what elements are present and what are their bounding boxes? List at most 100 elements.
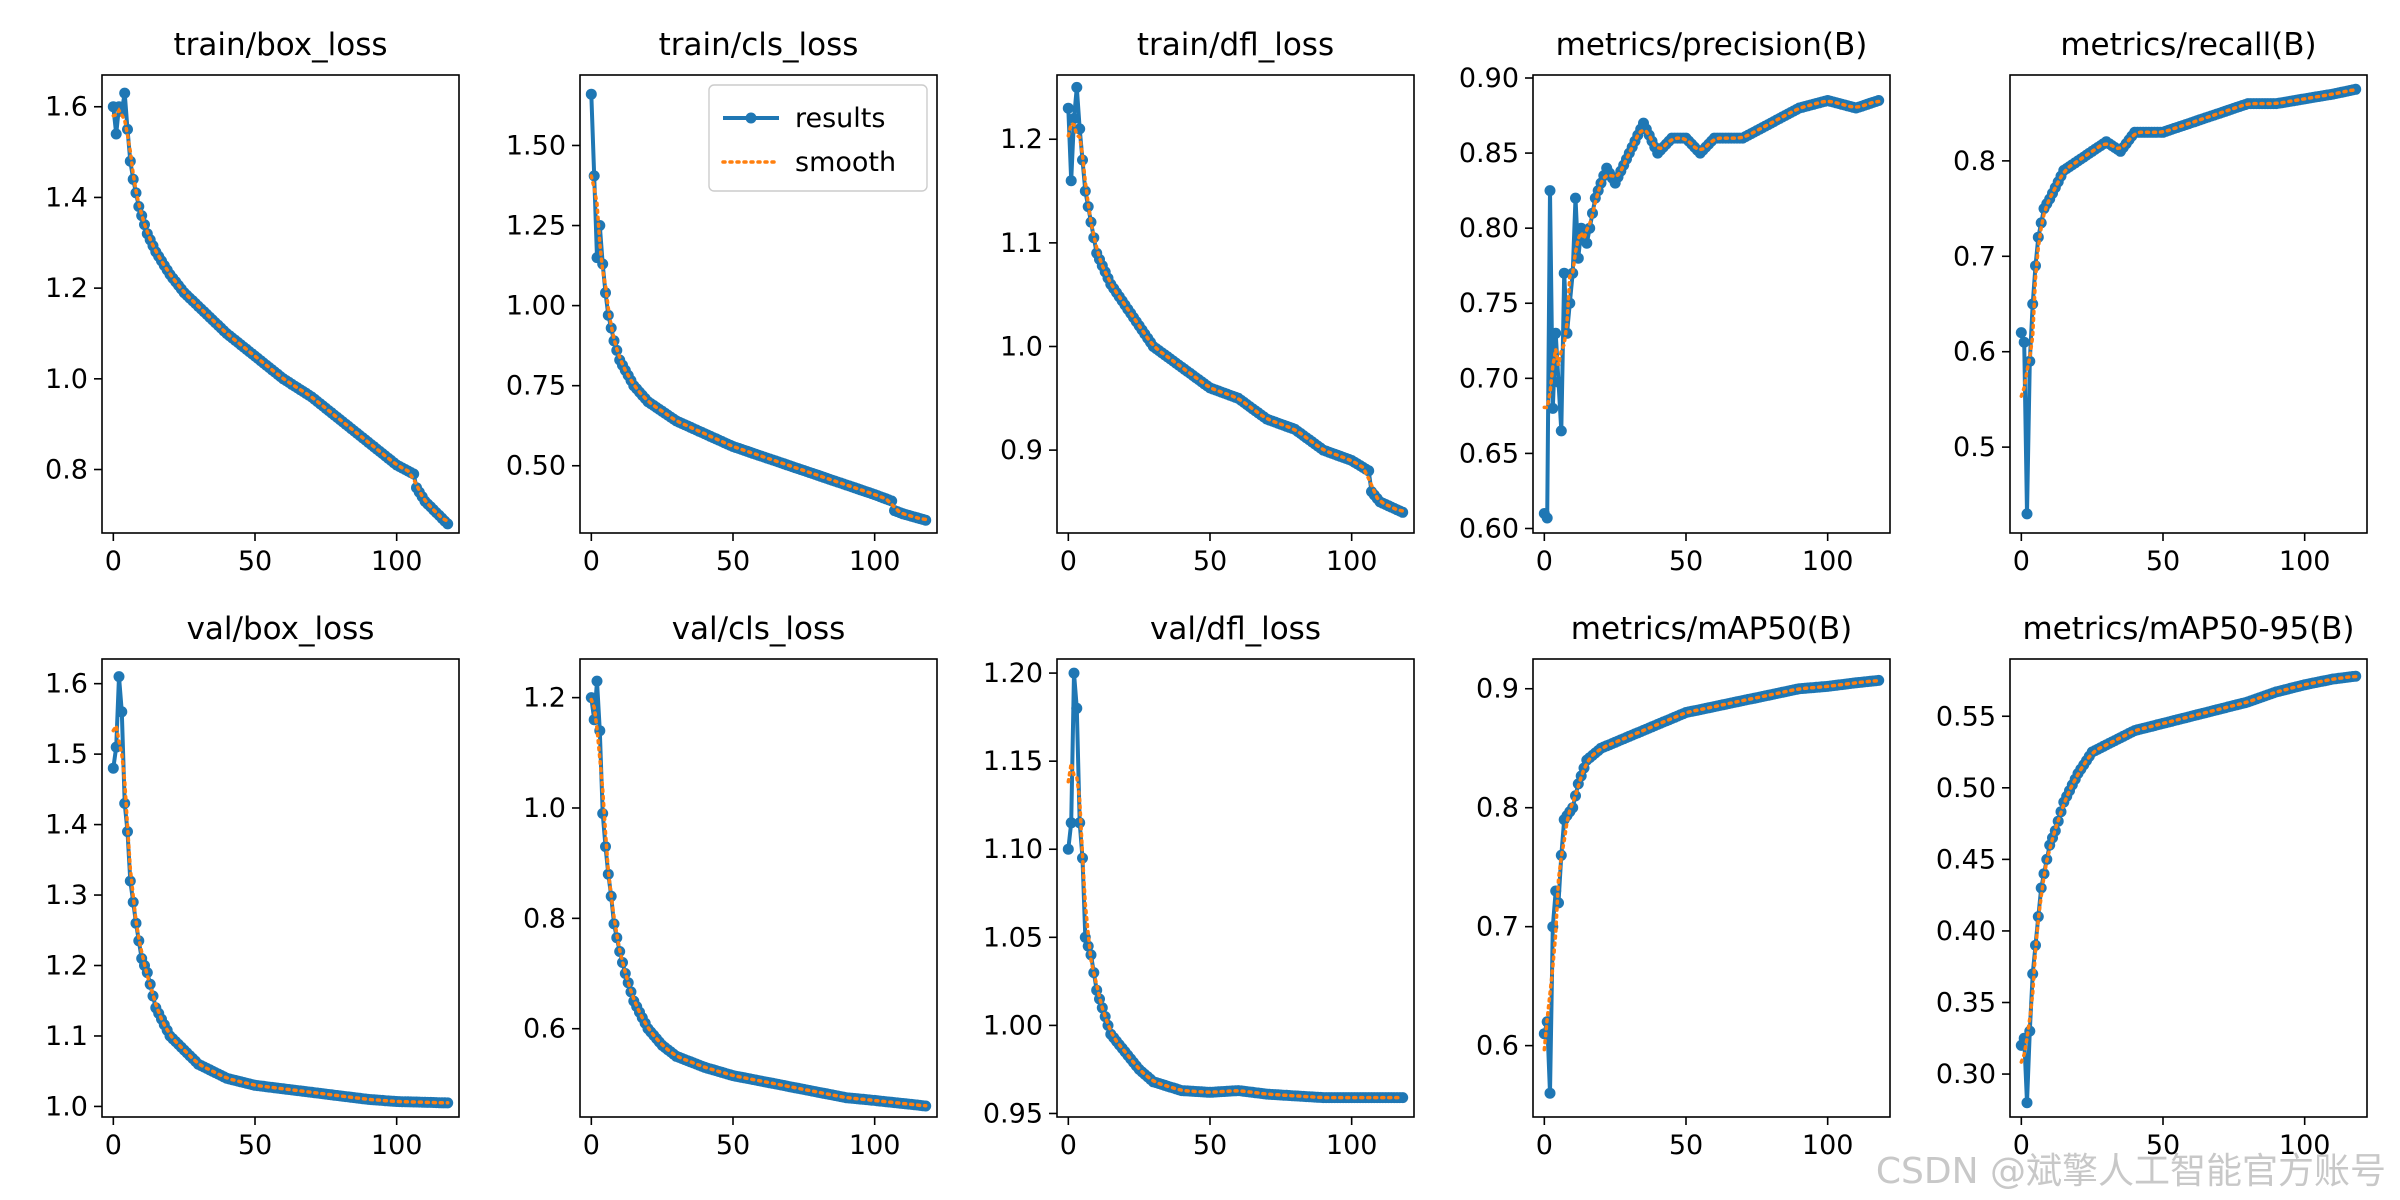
results-point — [1062, 102, 1074, 114]
y-tick-label: 0.40 — [1936, 916, 1996, 947]
y-tick-label: 1.2 — [45, 951, 88, 982]
y-tick-label: 0.80 — [1459, 213, 1519, 244]
x-tick-label: 100 — [371, 1130, 423, 1161]
x-tick-label: 100 — [1326, 1130, 1378, 1161]
x-tick-label: 100 — [2279, 1130, 2331, 1161]
smooth-line — [2019, 674, 2358, 1064]
results-point — [2015, 327, 2027, 339]
y-tick-label: 0.45 — [1936, 844, 1996, 875]
results-point — [886, 495, 898, 507]
smooth-line — [589, 174, 928, 522]
y-tick-label: 1.1 — [1000, 228, 1043, 259]
results-point — [585, 88, 597, 100]
results-point — [1555, 425, 1567, 437]
y-tick-label: 1.0 — [45, 364, 88, 395]
axes-frame — [1056, 74, 1415, 534]
y-tick-label: 0.8 — [45, 455, 88, 486]
results-point — [1071, 81, 1083, 93]
results-point — [1068, 667, 1080, 679]
y-tick-label: 0.7 — [1953, 241, 1996, 272]
y-tick-label: 1.6 — [45, 92, 88, 123]
smooth-line — [1066, 121, 1405, 513]
results-point — [1062, 843, 1074, 855]
results-point — [1397, 1092, 1409, 1104]
results-point — [107, 762, 119, 774]
subplot-2: train/cls_loss 0 50 100 0.50 0.75 1.00 1.25 1.50… — [506, 27, 938, 577]
y-tick-label: 1.1 — [45, 1021, 88, 1052]
y-tick-label: 0.7 — [1476, 912, 1519, 943]
subplot-7: val/cls_loss 0 50 100 0.6 0.8 1.0 1.2 — [523, 611, 938, 1161]
y-tick-label: 0.6 — [1476, 1031, 1519, 1062]
results-point — [113, 671, 125, 683]
results-point — [1547, 402, 1559, 414]
y-tick-label: 0.50 — [1936, 773, 1996, 804]
smooth-line — [589, 697, 928, 1108]
y-tick-label: 1.0 — [523, 793, 566, 824]
results-point — [1065, 175, 1077, 187]
x-tick-label: 0 — [583, 1130, 600, 1161]
smooth-line — [1542, 99, 1881, 410]
x-tick-label: 50 — [1669, 1130, 1703, 1161]
y-tick-label: 0.75 — [1459, 288, 1519, 319]
y-tick-label: 1.10 — [983, 834, 1043, 865]
subplot-title: val/dfl_loss — [1150, 611, 1321, 647]
x-tick-label: 0 — [1536, 1130, 1553, 1161]
x-tick-label: 0 — [2013, 546, 2030, 577]
y-tick-label: 1.0 — [45, 1091, 88, 1122]
subplot-title: metrics/mAP50(B) — [1571, 611, 1852, 647]
x-tick-label: 50 — [238, 546, 272, 577]
y-tick-label: 0.55 — [1936, 701, 1996, 732]
y-tick-label: 1.25 — [506, 211, 566, 242]
results-point — [585, 692, 597, 704]
x-tick-label: 100 — [1802, 1130, 1854, 1161]
results-point — [1544, 185, 1556, 197]
results-point — [2021, 1097, 2033, 1109]
x-tick-label: 0 — [1060, 1130, 1077, 1161]
subplot-1: train/box_loss 0 50 100 0.8 1.0 1.2 1.4 1.6 — [45, 27, 460, 577]
results-point — [1544, 1087, 1556, 1099]
results-point — [1558, 267, 1570, 279]
x-tick-label: 50 — [716, 546, 750, 577]
results-point — [1071, 702, 1083, 714]
x-tick-label: 100 — [1802, 546, 1854, 577]
results-point — [1873, 674, 1885, 686]
subplot-5: metrics/recall(B) 0 50 100 0.5 0.6 0.7 0.8 — [1953, 27, 2368, 577]
y-tick-label: 1.6 — [45, 669, 88, 700]
y-tick-label: 1.4 — [45, 182, 88, 213]
y-tick-label: 0.95 — [983, 1098, 1043, 1129]
results-line — [2019, 87, 2357, 516]
results-point — [1550, 327, 1562, 339]
axes-frame — [579, 74, 938, 534]
results-line — [589, 679, 926, 1108]
watermark: CSDN @斌擎人工智能官方账号 — [1875, 1151, 2386, 1192]
y-tick-label: 0.9 — [1476, 674, 1519, 705]
legend: results smooth — [708, 84, 928, 192]
results-point — [1581, 237, 1593, 249]
y-tick-label: 0.70 — [1459, 363, 1519, 394]
y-tick-label: 1.05 — [983, 922, 1043, 953]
subplot-title: metrics/mAP50-95(B) — [2022, 611, 2354, 647]
smooth-line — [1066, 762, 1405, 1100]
x-tick-label: 0 — [583, 546, 600, 577]
results-line — [1066, 671, 1403, 1100]
results-point — [1541, 512, 1553, 524]
x-tick-label: 50 — [1193, 1130, 1227, 1161]
y-tick-label: 0.8 — [1953, 146, 1996, 177]
subplot-title: train/box_loss — [173, 27, 387, 63]
x-tick-label: 50 — [1669, 546, 1703, 577]
x-tick-label: 0 — [105, 1130, 122, 1161]
x-tick-label: 50 — [1193, 546, 1227, 577]
y-tick-label: 0.30 — [1936, 1059, 1996, 1090]
y-tick-label: 0.60 — [1459, 513, 1519, 544]
y-tick-label: 1.4 — [45, 810, 88, 841]
results-line — [111, 674, 448, 1105]
y-tick-label: 1.2 — [523, 683, 566, 714]
x-tick-label: 100 — [371, 546, 423, 577]
results-point — [1570, 192, 1581, 204]
subplot-title: train/cls_loss — [659, 27, 859, 63]
subplot-title: metrics/recall(B) — [2060, 27, 2316, 63]
axes-frame — [2009, 658, 2368, 1118]
y-tick-label: 0.5 — [1953, 432, 1996, 463]
axes-frame — [2009, 74, 2368, 534]
results-point — [2350, 83, 2362, 95]
